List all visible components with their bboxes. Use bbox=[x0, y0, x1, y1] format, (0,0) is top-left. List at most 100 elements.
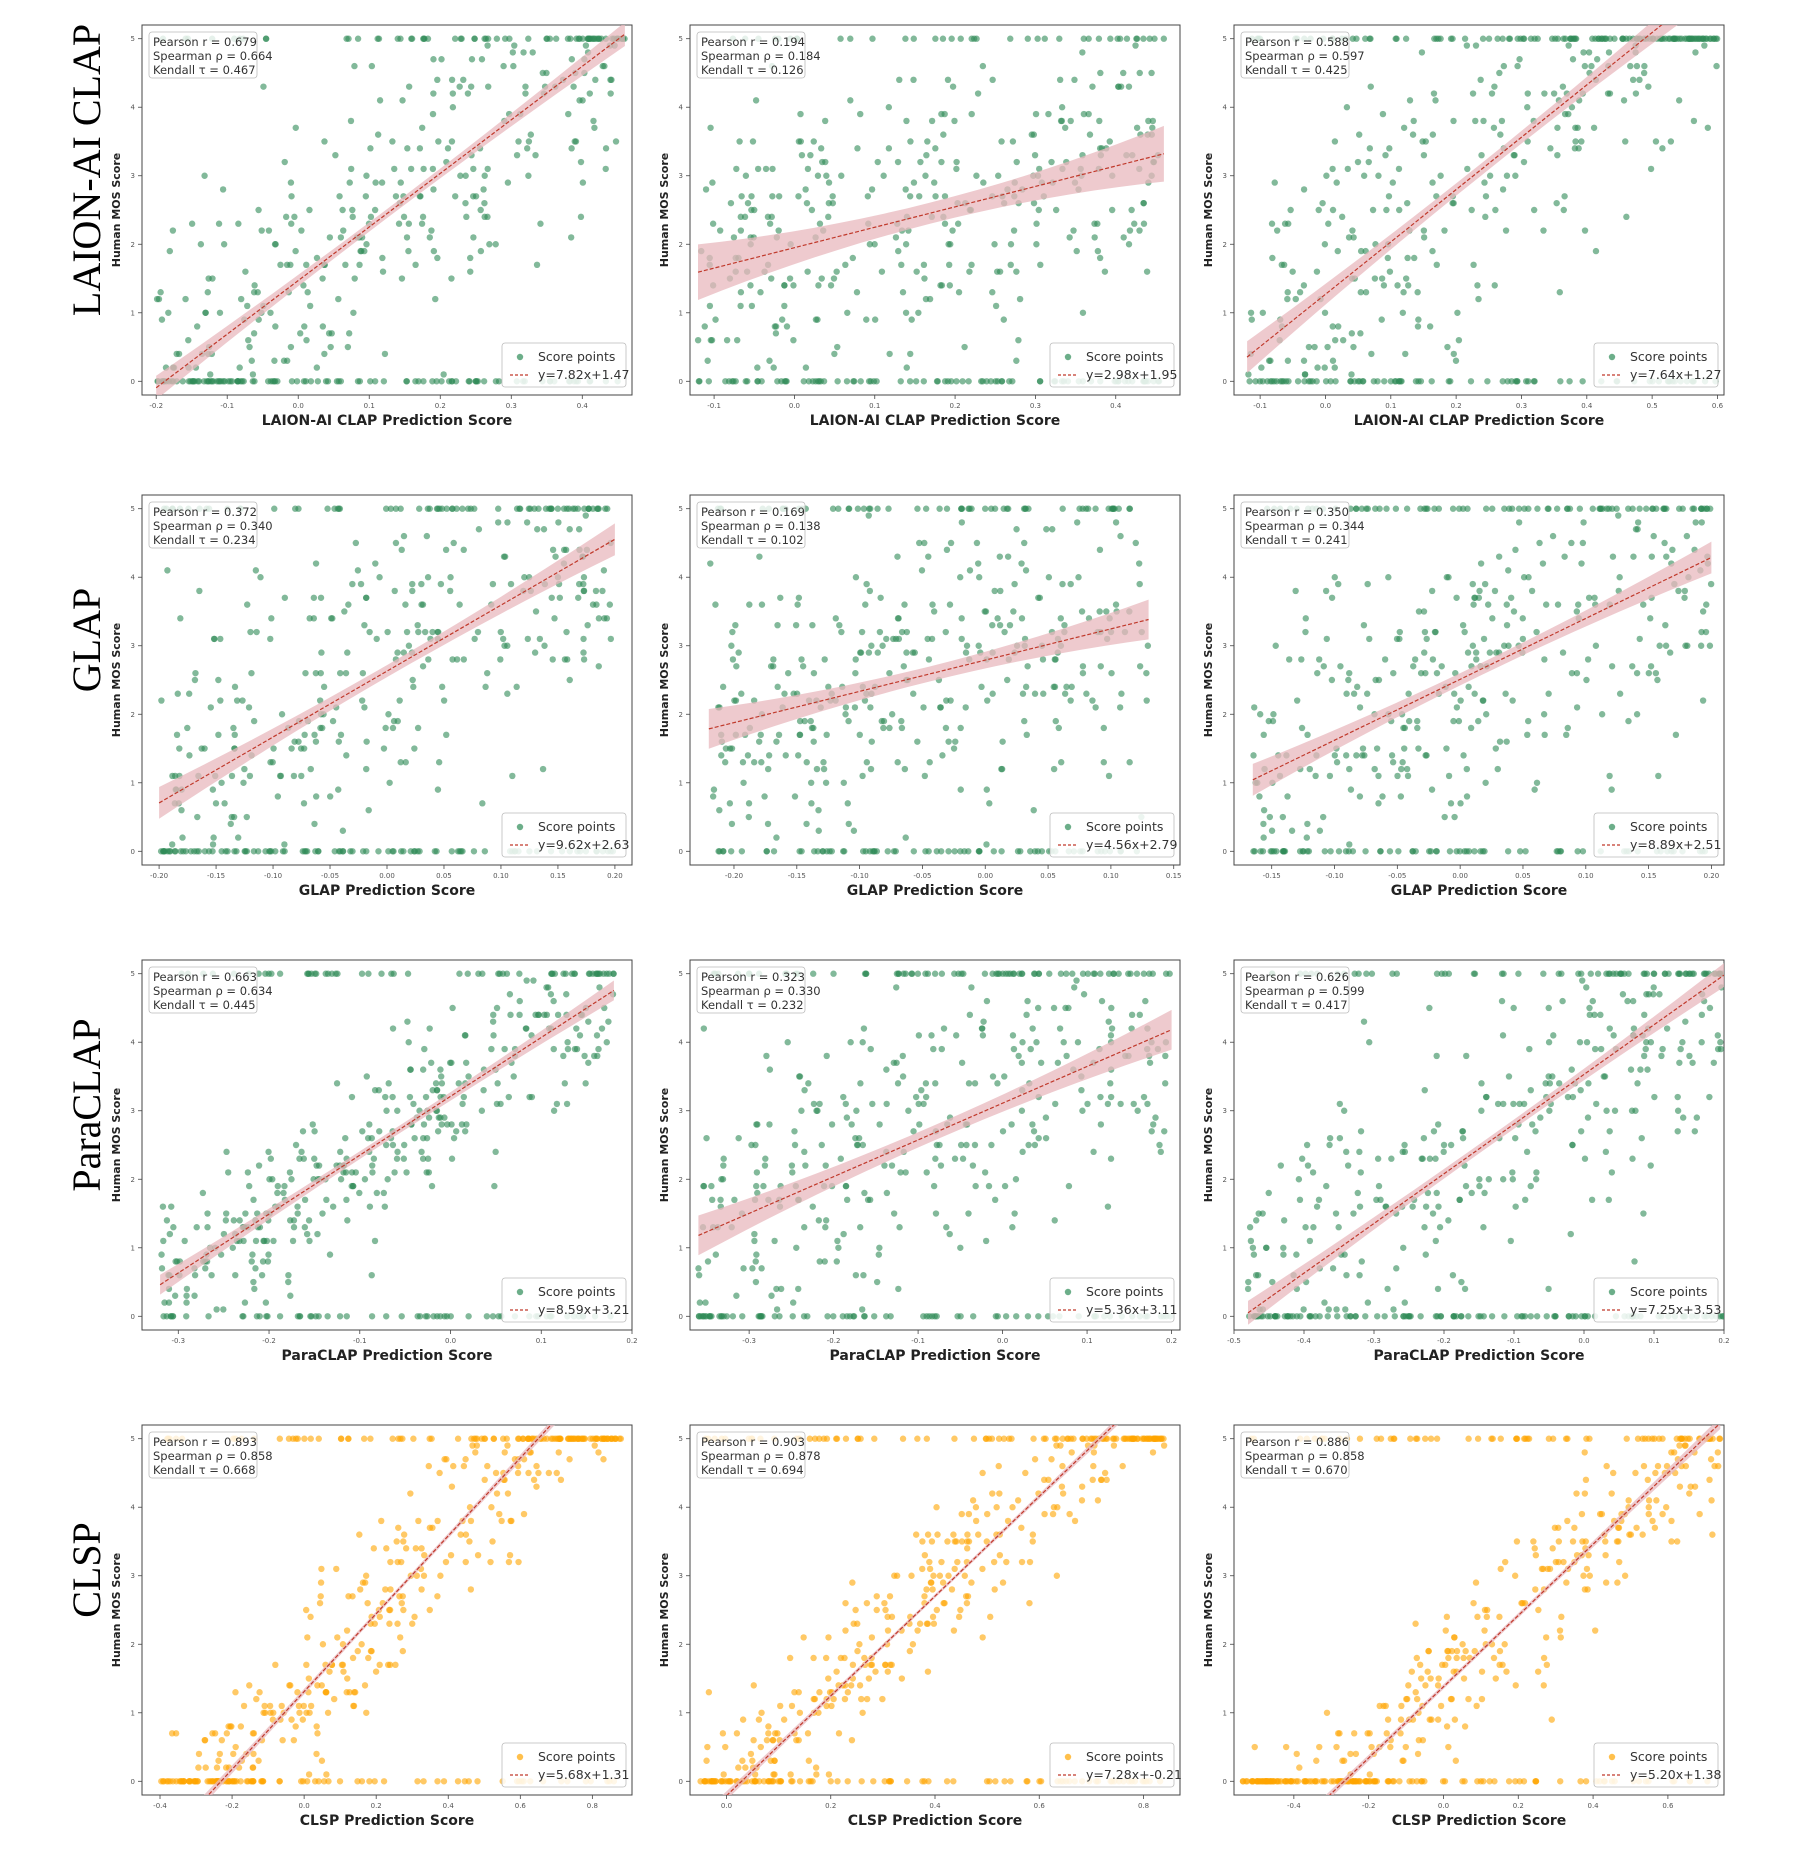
score-point bbox=[1714, 1032, 1721, 1039]
score-point bbox=[781, 690, 788, 697]
score-point bbox=[1056, 35, 1063, 42]
y-tick-label: 5 bbox=[131, 35, 135, 43]
score-point bbox=[345, 330, 353, 337]
score-point bbox=[462, 1456, 469, 1463]
score-point bbox=[356, 1531, 363, 1538]
score-point bbox=[1690, 117, 1698, 125]
score-point bbox=[1527, 35, 1535, 42]
score-point bbox=[449, 656, 456, 663]
score-point bbox=[1136, 69, 1143, 77]
score-point bbox=[851, 378, 858, 385]
score-point bbox=[1321, 1299, 1328, 1306]
score-point bbox=[1298, 724, 1306, 732]
score-point bbox=[1628, 1107, 1636, 1114]
score-point bbox=[1592, 642, 1600, 649]
score-point bbox=[1375, 1182, 1383, 1190]
score-point bbox=[1574, 124, 1581, 131]
score-point bbox=[466, 378, 473, 385]
score-point bbox=[1468, 1189, 1475, 1197]
score-point bbox=[1580, 519, 1587, 526]
score-point bbox=[1404, 254, 1411, 262]
score-point bbox=[923, 1169, 930, 1176]
score-point bbox=[1004, 676, 1011, 684]
score-point bbox=[865, 512, 872, 519]
score-point bbox=[1568, 669, 1576, 677]
score-point bbox=[1277, 1162, 1285, 1169]
score-point bbox=[460, 76, 467, 84]
score-point bbox=[1115, 505, 1122, 512]
score-point bbox=[814, 316, 821, 323]
score-point bbox=[933, 378, 941, 385]
score-point bbox=[403, 234, 411, 241]
score-point bbox=[895, 615, 902, 622]
x-tick-label: 0.6 bbox=[1034, 1802, 1046, 1810]
score-point bbox=[737, 302, 744, 310]
score-point bbox=[749, 138, 757, 145]
score-point bbox=[1645, 669, 1653, 677]
score-point bbox=[1515, 519, 1523, 526]
score-point bbox=[373, 1189, 381, 1197]
score-point bbox=[249, 371, 257, 378]
score-point bbox=[1123, 35, 1131, 42]
score-point bbox=[343, 1196, 350, 1204]
score-point bbox=[1566, 378, 1573, 385]
score-point bbox=[1268, 827, 1276, 834]
score-point bbox=[1377, 848, 1384, 855]
score-point bbox=[856, 731, 863, 739]
score-point bbox=[414, 724, 422, 732]
x-tick-label: -0.4 bbox=[153, 1802, 167, 1810]
score-point bbox=[1096, 117, 1103, 125]
score-point bbox=[460, 656, 468, 663]
score-point bbox=[1335, 323, 1342, 330]
score-point bbox=[1120, 234, 1127, 241]
score-point bbox=[1382, 151, 1389, 159]
score-point bbox=[1630, 553, 1637, 560]
score-point bbox=[1304, 731, 1311, 739]
score-point bbox=[568, 56, 576, 63]
score-point bbox=[959, 1155, 967, 1162]
score-point bbox=[1532, 1176, 1540, 1183]
score-point bbox=[420, 378, 427, 385]
score-point bbox=[1030, 199, 1038, 207]
score-point bbox=[1589, 997, 1596, 1005]
score-point bbox=[555, 519, 562, 526]
x-tick-label: 0.3 bbox=[1030, 402, 1041, 410]
score-point bbox=[994, 615, 1001, 622]
score-point bbox=[886, 724, 893, 732]
x-tick-label: 0.0 bbox=[445, 1337, 456, 1345]
score-point bbox=[288, 378, 296, 385]
score-point bbox=[884, 1627, 892, 1634]
score-point bbox=[195, 1750, 203, 1758]
score-point bbox=[984, 697, 991, 704]
score-point bbox=[810, 138, 817, 145]
score-point bbox=[1071, 76, 1078, 84]
score-point bbox=[895, 247, 902, 255]
score-point bbox=[386, 779, 393, 786]
score-point bbox=[983, 841, 990, 848]
score-point bbox=[816, 1258, 823, 1265]
score-point bbox=[334, 1634, 341, 1641]
score-point bbox=[385, 1080, 392, 1087]
score-point bbox=[1578, 560, 1585, 567]
score-point bbox=[168, 1203, 175, 1210]
score-point bbox=[484, 42, 491, 49]
legend-fit-label: y=9.62x+2.63 bbox=[538, 837, 629, 852]
score-point bbox=[769, 165, 776, 173]
score-point bbox=[1514, 378, 1521, 385]
score-point bbox=[1611, 35, 1618, 42]
score-point bbox=[1285, 220, 1292, 227]
score-point bbox=[563, 991, 570, 998]
score-point bbox=[375, 35, 383, 42]
score-point bbox=[421, 628, 429, 636]
score-point bbox=[434, 76, 441, 84]
score-point bbox=[1596, 505, 1603, 512]
score-point bbox=[902, 834, 909, 841]
score-point bbox=[1284, 357, 1292, 364]
score-point bbox=[223, 1148, 230, 1156]
x-tick-label: 0.2 bbox=[435, 402, 446, 410]
score-point bbox=[1018, 1059, 1026, 1066]
score-point bbox=[169, 841, 176, 848]
